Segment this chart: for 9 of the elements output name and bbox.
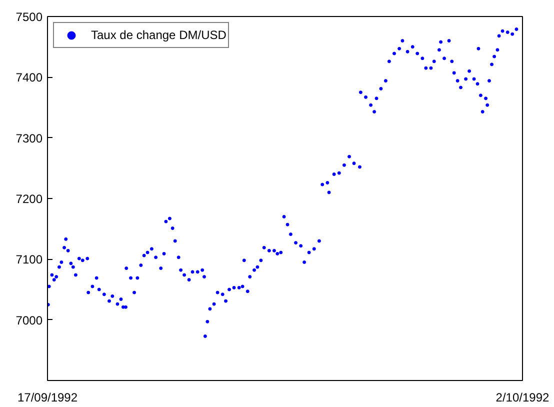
x-tick-label: 2/10/1992 — [496, 390, 550, 404]
y-tick-label: 7500 — [16, 10, 43, 24]
legend-label: Taux de change DM/USD — [91, 28, 226, 42]
y-tick-label: 7400 — [16, 70, 43, 85]
y-tick-label: 7300 — [16, 131, 43, 146]
x-tick-label: 17/09/1992 — [17, 390, 78, 404]
y-tick-label: 7000 — [16, 313, 43, 328]
y-tick-label: 7200 — [16, 192, 43, 206]
y-tick-label: 7100 — [16, 252, 43, 267]
